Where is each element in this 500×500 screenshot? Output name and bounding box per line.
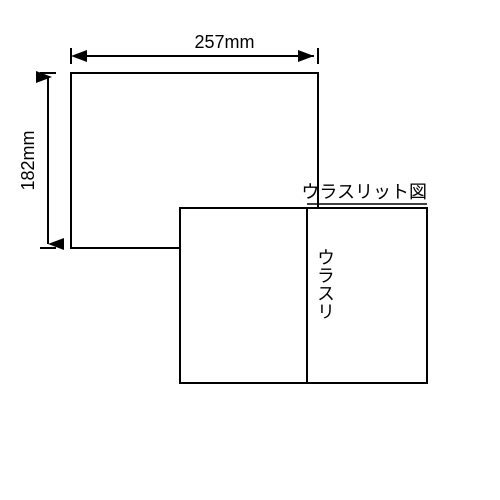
sheet-outline-back — [180, 208, 427, 383]
diagram-title: ウラスリット図 — [301, 182, 427, 202]
width-dimension-label: 257mm — [194, 32, 254, 52]
height-dimension-label: 182mm — [18, 130, 38, 190]
slit-label: ウラスリ — [315, 248, 335, 320]
